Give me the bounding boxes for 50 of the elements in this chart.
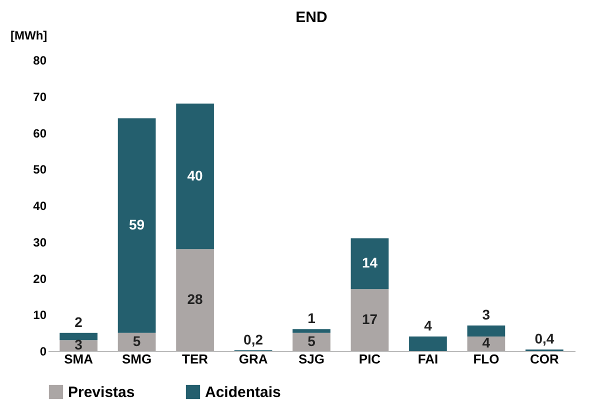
data-label: 59 [129, 216, 145, 233]
bar [409, 336, 447, 351]
bar [176, 249, 214, 351]
x-tick-label: GRA [238, 352, 268, 366]
chart-title: END [296, 9, 328, 26]
bar [118, 332, 156, 351]
legend-label: Acidentais [205, 384, 281, 401]
data-label: 5 [308, 332, 316, 349]
y-tick-label: 20 [33, 272, 47, 286]
data-label: 3 [482, 306, 490, 323]
bar [60, 340, 98, 351]
y-tick-label: 0 [40, 344, 47, 358]
x-tick-label: FAI [418, 352, 438, 366]
x-tick-label: TER [182, 352, 209, 366]
x-tick-label: PIC [358, 352, 382, 366]
y-tick-label: 70 [33, 90, 47, 104]
legend-label: Previstas [68, 384, 135, 401]
data-label: 40 [187, 167, 204, 184]
y-tick-label: 40 [33, 199, 47, 213]
data-label: 3 [74, 336, 83, 353]
data-label: 0,4 [534, 330, 554, 347]
x-tick-label: SMA [64, 352, 94, 366]
bar [292, 329, 330, 333]
bar [350, 238, 389, 290]
y-tick-label: 80 [33, 54, 47, 68]
x-tick-label: SJG [298, 352, 325, 366]
data-label: 2 [74, 314, 83, 330]
bar [176, 104, 214, 250]
data-label: 17 [362, 311, 378, 328]
x-tick-label: COR [530, 352, 560, 366]
bar [467, 326, 506, 336]
y-axis-title: [MWh] [10, 28, 48, 42]
data-label: 5 [132, 332, 141, 349]
data-label: 4 [424, 317, 432, 334]
bar [60, 332, 98, 340]
data-label: 4 [482, 334, 490, 351]
y-tick-label: 10 [33, 308, 47, 322]
bar [118, 118, 156, 333]
y-tick-label: 60 [33, 126, 47, 140]
data-label: 0,2 [244, 331, 264, 348]
data-label: 14 [362, 254, 378, 271]
x-tick-label: SMG [122, 352, 152, 366]
data-label: 1 [308, 310, 316, 326]
y-tick-label: 30 [33, 235, 47, 250]
bar [350, 289, 389, 351]
bar [292, 332, 330, 351]
y-tick-label: 50 [33, 162, 47, 177]
data-label: 28 [187, 291, 204, 308]
x-tick-label: FLO [473, 352, 500, 366]
bar [467, 336, 506, 351]
